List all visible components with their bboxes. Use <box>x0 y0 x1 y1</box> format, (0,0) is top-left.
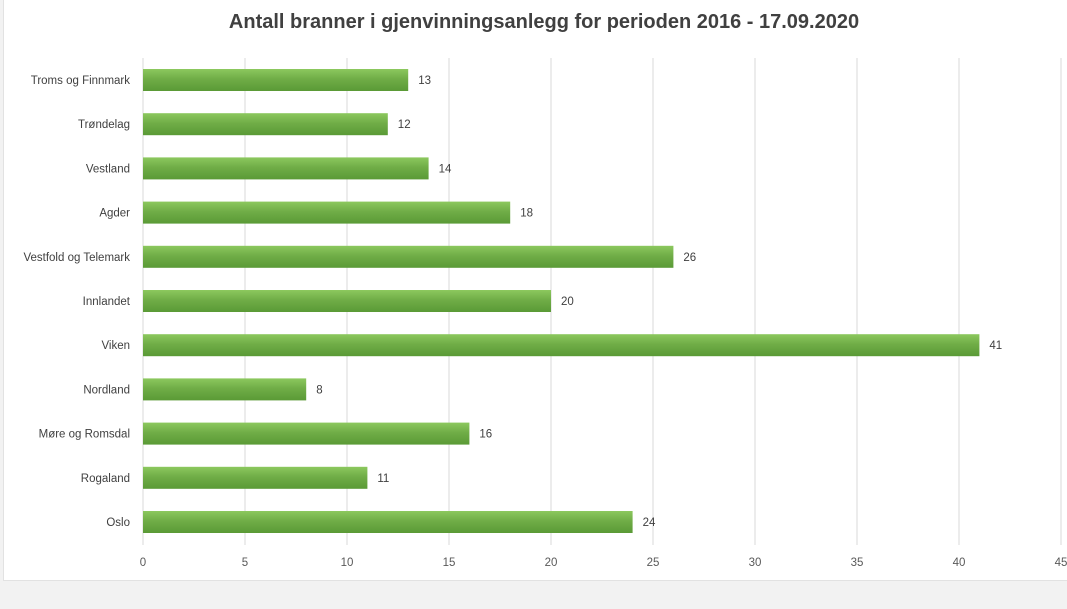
x-tick-label: 10 <box>341 557 354 569</box>
value-label: 18 <box>520 208 533 220</box>
value-label: 41 <box>989 340 1002 352</box>
bar <box>143 378 307 401</box>
chart-title: Antall branner i gjenvinningsanlegg for … <box>228 11 860 33</box>
bar <box>143 466 368 489</box>
category-label: Trøndelag <box>78 119 130 131</box>
category-label: Innlandet <box>83 296 131 308</box>
bar <box>143 290 551 312</box>
bar <box>143 201 511 224</box>
x-tick-label: 35 <box>851 557 864 569</box>
bar <box>143 69 409 91</box>
x-tick-label: 20 <box>545 557 558 569</box>
labels: 0 5 10 15 20 25 30 35 40 45 Troms og Finnmark 13 Trø… <box>23 75 1067 569</box>
value-label: 13 <box>418 75 431 87</box>
value-label: 11 <box>377 473 389 485</box>
bar <box>143 511 633 533</box>
x-tick-label: 5 <box>242 557 248 569</box>
category-label: Oslo <box>106 517 130 529</box>
x-tick-label: 40 <box>953 557 966 569</box>
value-label: 16 <box>479 429 492 441</box>
bar <box>143 422 470 445</box>
category-label: Vestland <box>86 163 130 175</box>
category-label: Viken <box>101 340 130 352</box>
category-label: Vestfold og Telemark <box>23 252 130 264</box>
bar <box>143 157 429 180</box>
category-label: Troms og Finnmark <box>31 75 131 87</box>
x-tick-label: 15 <box>443 557 456 569</box>
x-tick-label: 30 <box>749 557 762 569</box>
x-tick-label: 45 <box>1055 557 1067 569</box>
bars <box>143 69 980 533</box>
x-tick-label: 25 <box>647 557 660 569</box>
bar <box>143 334 980 357</box>
category-label: Agder <box>99 208 130 220</box>
value-label: 8 <box>316 384 322 396</box>
footer-strip <box>0 588 1067 609</box>
value-label: 24 <box>643 517 656 529</box>
value-label: 14 <box>439 163 452 175</box>
value-label: 12 <box>398 119 411 131</box>
value-label: 20 <box>561 296 574 308</box>
value-label: 26 <box>683 252 696 264</box>
category-label: Møre og Romsdal <box>39 429 130 441</box>
bar <box>143 113 388 136</box>
bar <box>143 245 674 268</box>
x-tick-label: 0 <box>140 557 146 569</box>
category-label: Rogaland <box>81 473 130 485</box>
category-label: Nordland <box>83 384 130 396</box>
